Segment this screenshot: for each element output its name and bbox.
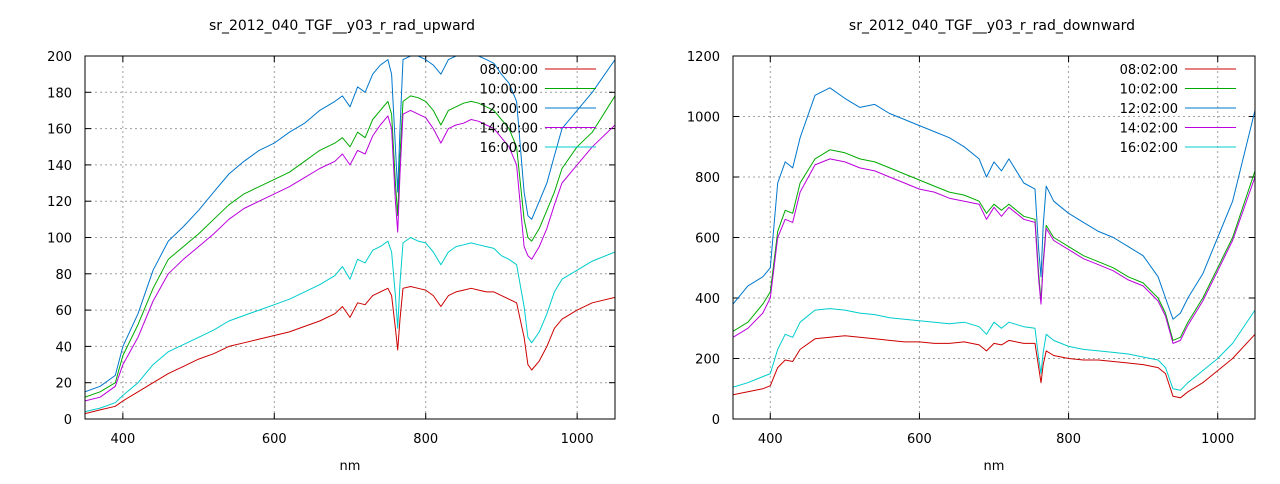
x-tick-label: 800 (413, 432, 438, 447)
y-tick-label: 0 (64, 413, 72, 428)
y-tick-label: 100 (47, 232, 72, 247)
series-line-10:02:00 (733, 149, 1255, 341)
series-line-14:00:00 (85, 109, 615, 402)
y-tick-label: 200 (695, 353, 720, 368)
x-tick-label: 800 (1056, 432, 1081, 447)
series-line-08:00:00 (85, 286, 615, 415)
legend-label: 12:02:00 (1120, 102, 1178, 117)
legend: 08:00:00 10:00:00 12:00:00 14:00:00 16:00:00 (480, 63, 596, 156)
series-line-12:00:00 (85, 56, 615, 393)
series-line-16:02:00 (733, 308, 1255, 391)
plot-frame (732, 55, 1256, 420)
legend-label: 14:00:00 (480, 122, 538, 137)
legend-label: 10:02:00 (1120, 83, 1178, 98)
legend-label: 16:02:00 (1120, 141, 1178, 156)
series-group (733, 87, 1255, 399)
x-tick-label: 600 (907, 432, 932, 447)
x-tick-label: 400 (758, 432, 783, 447)
y-tick-label: 120 (47, 195, 72, 210)
downward-radiance-chart: sr_2012_040_TGF__y03_r_rad_downward 0 200 4… (687, 18, 1256, 474)
y-tick-label: 140 (47, 159, 72, 174)
series-line-08:02:00 (733, 333, 1255, 399)
legend-label: 08:02:00 (1120, 63, 1178, 78)
y-tick-label: 180 (47, 86, 72, 101)
y-tick-label: 800 (695, 171, 720, 186)
series-line-14:02:00 (733, 158, 1255, 344)
y-tick-label: 60 (55, 304, 72, 319)
x-axis-label: nm (340, 459, 361, 474)
upward-radiance-chart: sr_2012_040_TGF__y03_r_rad_upward 0 20 40 60… (47, 18, 616, 474)
y-tick-label: 80 (55, 268, 72, 283)
legend-label: 14:02:00 (1120, 122, 1178, 137)
legend-label: 16:00:00 (480, 141, 538, 156)
y-tick-label: 20 (55, 377, 72, 392)
x-tick-label: 400 (110, 432, 135, 447)
series-line-12:02:00 (733, 87, 1255, 320)
chart-title: sr_2012_040_TGF__y03_r_rad_upward (209, 18, 475, 34)
plot-frame (84, 55, 616, 420)
x-tick-label: 1000 (561, 432, 594, 447)
y-tick-label: 600 (695, 232, 720, 247)
x-tick-label: 600 (262, 432, 287, 447)
y-tick-label: 160 (47, 123, 72, 138)
y-tick-label: 1200 (687, 50, 720, 65)
chart-title: sr_2012_040_TGF__y03_r_rad_downward (849, 18, 1135, 34)
legend: 08:02:00 10:02:00 12:02:00 14:02:00 16:02:00 (1120, 63, 1236, 156)
x-axis-label: nm (984, 459, 1005, 474)
series-line-10:00:00 (85, 95, 615, 398)
series-group (85, 56, 615, 415)
y-tick-label: 40 (55, 340, 72, 355)
y-tick-label: 0 (712, 413, 720, 428)
y-tick-label: 1000 (687, 111, 720, 126)
y-tick-label: 400 (695, 292, 720, 307)
legend-label: 08:00:00 (480, 63, 538, 78)
x-tick-label: 1000 (1201, 432, 1234, 447)
legend-label: 10:00:00 (480, 83, 538, 98)
legend-label: 12:00:00 (480, 102, 538, 117)
y-tick-label: 200 (47, 50, 72, 65)
series-line-16:00:00 (85, 237, 615, 413)
